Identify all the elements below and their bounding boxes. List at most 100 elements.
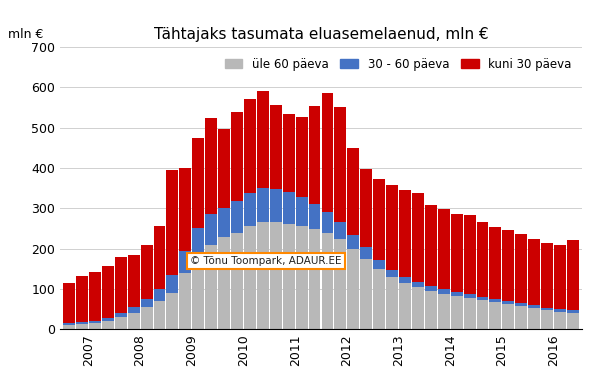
Bar: [154, 301, 166, 329]
Bar: [102, 266, 114, 318]
Bar: [515, 234, 527, 303]
Bar: [567, 310, 579, 313]
Bar: [179, 250, 191, 273]
Bar: [140, 307, 152, 329]
Bar: [89, 323, 101, 329]
Bar: [296, 117, 308, 198]
Bar: [322, 93, 334, 212]
Bar: [218, 207, 230, 236]
Bar: [373, 260, 385, 269]
Bar: [128, 255, 140, 307]
Bar: [438, 209, 449, 289]
Bar: [63, 325, 75, 329]
Bar: [128, 307, 140, 313]
Bar: [166, 293, 178, 329]
Bar: [63, 283, 75, 323]
Bar: [283, 114, 295, 192]
Bar: [193, 138, 204, 229]
Bar: [205, 245, 217, 329]
Bar: [308, 204, 320, 229]
Bar: [154, 289, 166, 301]
Bar: [193, 257, 204, 329]
Bar: [89, 272, 101, 321]
Bar: [205, 118, 217, 214]
Bar: [502, 230, 514, 301]
Bar: [515, 303, 527, 306]
Bar: [115, 317, 127, 329]
Bar: [334, 221, 346, 239]
Bar: [412, 282, 424, 287]
Bar: [102, 321, 114, 329]
Bar: [76, 325, 88, 329]
Bar: [438, 294, 449, 329]
Bar: [308, 229, 320, 329]
Bar: [179, 273, 191, 329]
Bar: [464, 294, 476, 298]
Bar: [399, 190, 411, 277]
Bar: [334, 239, 346, 329]
Bar: [490, 227, 502, 299]
Bar: [270, 222, 282, 329]
Bar: [308, 105, 320, 204]
Bar: [541, 310, 553, 329]
Bar: [322, 232, 334, 329]
Bar: [334, 107, 346, 221]
Bar: [515, 306, 527, 329]
Bar: [231, 232, 243, 329]
Bar: [296, 227, 308, 329]
Bar: [257, 91, 269, 188]
Bar: [476, 300, 488, 329]
Bar: [360, 169, 372, 247]
Bar: [541, 307, 553, 310]
Bar: [399, 283, 411, 329]
Bar: [425, 291, 437, 329]
Bar: [115, 257, 127, 313]
Bar: [193, 229, 204, 257]
Bar: [63, 323, 75, 325]
Bar: [347, 249, 359, 329]
Bar: [102, 318, 114, 321]
Bar: [476, 297, 488, 300]
Bar: [567, 240, 579, 310]
Bar: [76, 276, 88, 323]
Bar: [166, 275, 178, 293]
Bar: [270, 189, 282, 222]
Bar: [76, 323, 88, 325]
Bar: [347, 148, 359, 234]
Bar: [231, 201, 243, 232]
Bar: [205, 214, 217, 245]
Bar: [154, 227, 166, 289]
Bar: [244, 99, 256, 193]
Bar: [283, 225, 295, 329]
Bar: [89, 321, 101, 323]
Bar: [386, 185, 398, 270]
Bar: [464, 215, 476, 294]
Bar: [140, 245, 152, 299]
Bar: [451, 214, 463, 292]
Bar: [218, 236, 230, 329]
Bar: [528, 309, 540, 329]
Bar: [128, 313, 140, 329]
Bar: [140, 299, 152, 307]
Bar: [438, 289, 449, 294]
Bar: [490, 302, 502, 329]
Bar: [166, 170, 178, 275]
Bar: [425, 286, 437, 291]
Bar: [347, 234, 359, 249]
Bar: [231, 113, 243, 201]
Bar: [283, 192, 295, 225]
Bar: [464, 298, 476, 329]
Text: © Tõnu Toompark, ADAUR.EE: © Tõnu Toompark, ADAUR.EE: [191, 256, 342, 267]
Legend: üle 60 päeva, 30 - 60 päeva, kuni 30 päeva: üle 60 päeva, 30 - 60 päeva, kuni 30 päe…: [220, 53, 576, 75]
Bar: [528, 239, 540, 305]
Bar: [476, 222, 488, 297]
Bar: [541, 243, 553, 307]
Bar: [567, 313, 579, 329]
Bar: [115, 313, 127, 317]
Bar: [554, 312, 566, 329]
Bar: [412, 287, 424, 329]
Bar: [554, 309, 566, 312]
Title: Tähtajaks tasumata eluasemelaenud, mln €: Tähtajaks tasumata eluasemelaenud, mln €: [154, 27, 488, 42]
Bar: [386, 277, 398, 329]
Bar: [257, 222, 269, 329]
